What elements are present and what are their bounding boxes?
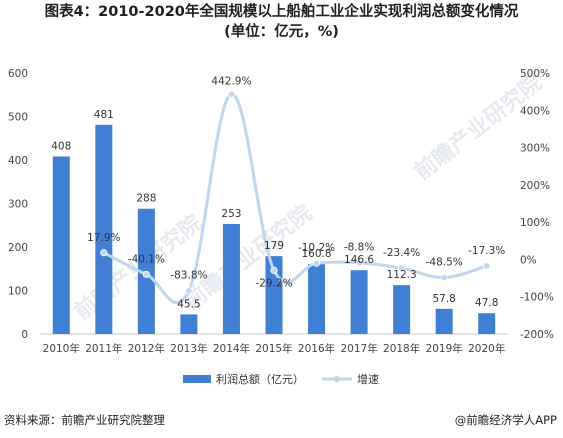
bar [478,313,496,334]
bar-value-label: 253 [221,208,241,220]
chart: 0 100 200 300 400 500 600 -200% -100% 0% 100% 200% 3… [8,68,554,386]
growth-point [100,249,108,257]
bar [435,308,453,334]
growth-point [355,259,363,267]
bar-value-label: 57.8 [432,293,455,305]
bar-value-label: 179 [264,240,284,252]
bar-value-label: 45.5 [177,298,200,310]
right-tick-label: 400% [520,105,550,117]
bar-value-label: 408 [51,141,71,153]
growth-point [270,266,278,274]
bar-value-label: 160.8 [302,248,332,260]
x-tick-label: 2011年 [85,342,122,355]
growth-line [103,92,488,305]
bar-value-label: 112.3 [387,269,417,281]
legend-swatch-bar [183,375,211,383]
bar-value-label: 481 [94,109,114,121]
left-tick-label: 600 [8,68,28,80]
legend: 利润总额（亿元） 增速 [183,372,379,386]
growth-point [440,273,448,282]
growth-value-label: -48.5% [426,257,463,269]
x-tick-label: 2016年 [298,342,335,355]
bar [350,270,368,334]
left-tick-label: 100 [8,286,28,298]
left-tick-label: 500 [8,112,28,124]
chart-title: 图表4：2010-2020年全国规模以上船舶工业企业实现利润总额变化情况 (单位… [0,2,563,42]
left-tick-label: 200 [8,242,28,254]
growth-value-label: 442.9% [211,75,251,87]
bar [52,156,70,334]
bar-value-label: 288 [136,193,156,205]
x-tick-label: 2020年 [468,342,505,355]
x-tick-label: 2015年 [255,342,292,355]
right-tick-label: 500% [520,68,550,80]
credit-note: @前瞻经济学人APP [454,413,557,427]
right-tick-label: 300% [520,143,550,155]
bar [180,314,198,334]
growth-value-label: -8.8% [344,242,374,254]
growth-point [185,287,193,295]
x-tick-label: 2018年 [383,342,420,355]
growth-point [483,262,491,270]
growth-value-label: -83.8% [170,270,207,282]
legend-label-line: 增速 [357,372,379,386]
right-tick-label: 200% [520,180,550,192]
bar-value-label: 47.8 [475,297,498,309]
chart-title-line2: (单位：亿元，%) [224,24,339,40]
source-note: 资料来源：前瞻产业研究院整理 [4,413,165,427]
legend-label-bar: 利润总额（亿元） [216,372,304,386]
chart-axes: 0 100 200 300 400 500 600 -200% -100% 0% 100% 200% 3… [8,68,554,355]
growth-value-label: -10.2% [298,242,335,254]
growth-point [398,264,406,272]
line-series [100,90,491,305]
bar [95,124,113,334]
x-tick-label: 2014年 [213,342,250,355]
growth-value-label: -23.4% [383,247,420,259]
x-tick-label: 2013年 [170,342,207,355]
bar-value-label: 146.6 [344,254,374,266]
right-tick-label: 0% [520,254,537,266]
right-tick-label: -100% [520,292,554,304]
growth-value-label: -29.2% [255,277,292,289]
x-tick-label: 2012年 [128,342,165,355]
growth-value-label: 17.9% [87,232,120,244]
chart-title-line1: 图表4：2010-2020年全国规模以上船舶工业企业实现利润总额变化情况 [44,4,519,20]
bar-series [52,124,496,334]
bar [393,285,411,334]
growth-point [142,270,150,278]
legend-marker-line [333,375,341,383]
bar [308,264,326,334]
x-tick-label: 2010年 [43,342,80,355]
growth-point [227,90,236,98]
right-tick-label: 100% [520,217,550,229]
growth-value-label: -40.1% [128,253,165,265]
bar [222,223,240,334]
left-tick-label: 400 [8,155,28,167]
growth-value-label: -17.3% [468,245,505,257]
growth-point [312,259,321,267]
left-tick-label: 0 [21,329,28,341]
x-tick-label: 2019年 [426,342,463,355]
data-labels: 408 481 288 45.5 253 179 160.8 146.6 112.3 57.8 47… [51,75,505,310]
x-tick-label: 2017年 [340,342,377,355]
left-tick-label: 300 [8,199,28,211]
right-tick-label: -200% [520,329,554,341]
